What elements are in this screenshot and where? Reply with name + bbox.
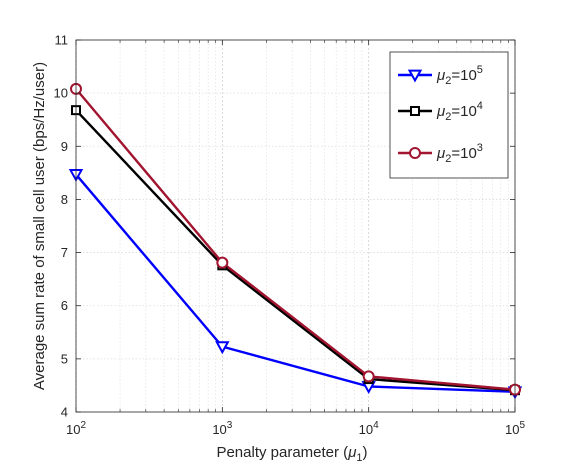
legend-box xyxy=(389,51,509,179)
series-point-3 xyxy=(216,256,229,269)
y-tick-label: 11 xyxy=(55,33,69,48)
series-lines xyxy=(75,88,516,394)
legend-label-3: μ2=103 xyxy=(436,142,483,165)
x-tick-label: 102 xyxy=(66,420,86,437)
y-tick-label: 8 xyxy=(61,192,68,207)
series-point-3 xyxy=(362,370,375,383)
x-tick-label: 103 xyxy=(212,420,232,437)
series-line-2 xyxy=(75,109,516,392)
y-tick-label: 9 xyxy=(61,139,68,154)
x-axis-title: Penalty parameter (μ1) xyxy=(216,444,367,463)
legend-marker-2 xyxy=(410,106,420,116)
legend-label-2: μ2=104 xyxy=(436,100,483,123)
y-tick-labels: 4 5 6 7 8 9 10 11 xyxy=(54,33,68,420)
plot-frame xyxy=(75,39,516,413)
y-tick-label: 5 xyxy=(61,351,68,366)
y-tick-label: 6 xyxy=(61,298,68,313)
y-tick-label: 4 xyxy=(61,405,68,420)
y-axis-title: Average sum rate of small cell user (bps… xyxy=(31,62,48,390)
legend-marker-3 xyxy=(409,147,421,159)
y-tick-label: 10 xyxy=(54,86,68,101)
series-line-3 xyxy=(75,88,516,391)
axis-ticks xyxy=(75,39,516,413)
series-point-1 xyxy=(215,341,230,355)
legend: μ2=105 μ2=104 μ2=103 xyxy=(389,51,509,179)
x-tick-label: 105 xyxy=(505,420,525,437)
legend-marker-1 xyxy=(407,69,423,83)
series-line-1 xyxy=(75,173,516,394)
legend-label-1: μ2=105 xyxy=(436,64,483,87)
x-tick-label: 104 xyxy=(359,420,379,437)
y-tick-label: 7 xyxy=(61,245,68,260)
x-tick-labels: 102 103 104 105 xyxy=(66,420,525,437)
